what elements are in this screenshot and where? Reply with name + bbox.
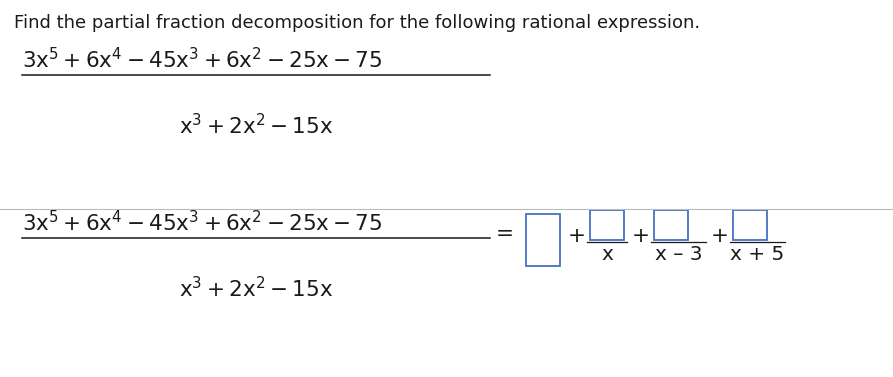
Bar (526, 214, 560, 266)
Text: +: + (711, 226, 729, 246)
Text: =: = (496, 224, 514, 244)
Text: x – 3: x – 3 (655, 245, 702, 264)
Bar (590, 210, 624, 240)
Text: $\mathsf{x^3 + 2x^2 - 15x}$: $\mathsf{x^3 + 2x^2 - 15x}$ (179, 113, 333, 138)
Text: $\mathsf{3x^5 + 6x^4 - 45x^3 + 6x^2 - 25x - 75}$: $\mathsf{3x^5 + 6x^4 - 45x^3 + 6x^2 - 25… (22, 47, 382, 72)
Bar (654, 210, 688, 240)
Bar (733, 210, 767, 240)
Text: $\mathsf{x^3 + 2x^2 - 15x}$: $\mathsf{x^3 + 2x^2 - 15x}$ (179, 276, 333, 301)
Text: $\mathsf{3x^5 + 6x^4 - 45x^3 + 6x^2 - 25x - 75}$: $\mathsf{3x^5 + 6x^4 - 45x^3 + 6x^2 - 25… (22, 210, 382, 235)
Text: x: x (601, 245, 613, 264)
Text: x + 5: x + 5 (730, 245, 785, 264)
Text: +: + (568, 226, 586, 246)
Text: Find the partial fraction decomposition for the following rational expression.: Find the partial fraction decomposition … (14, 14, 700, 32)
Text: +: + (632, 226, 650, 246)
